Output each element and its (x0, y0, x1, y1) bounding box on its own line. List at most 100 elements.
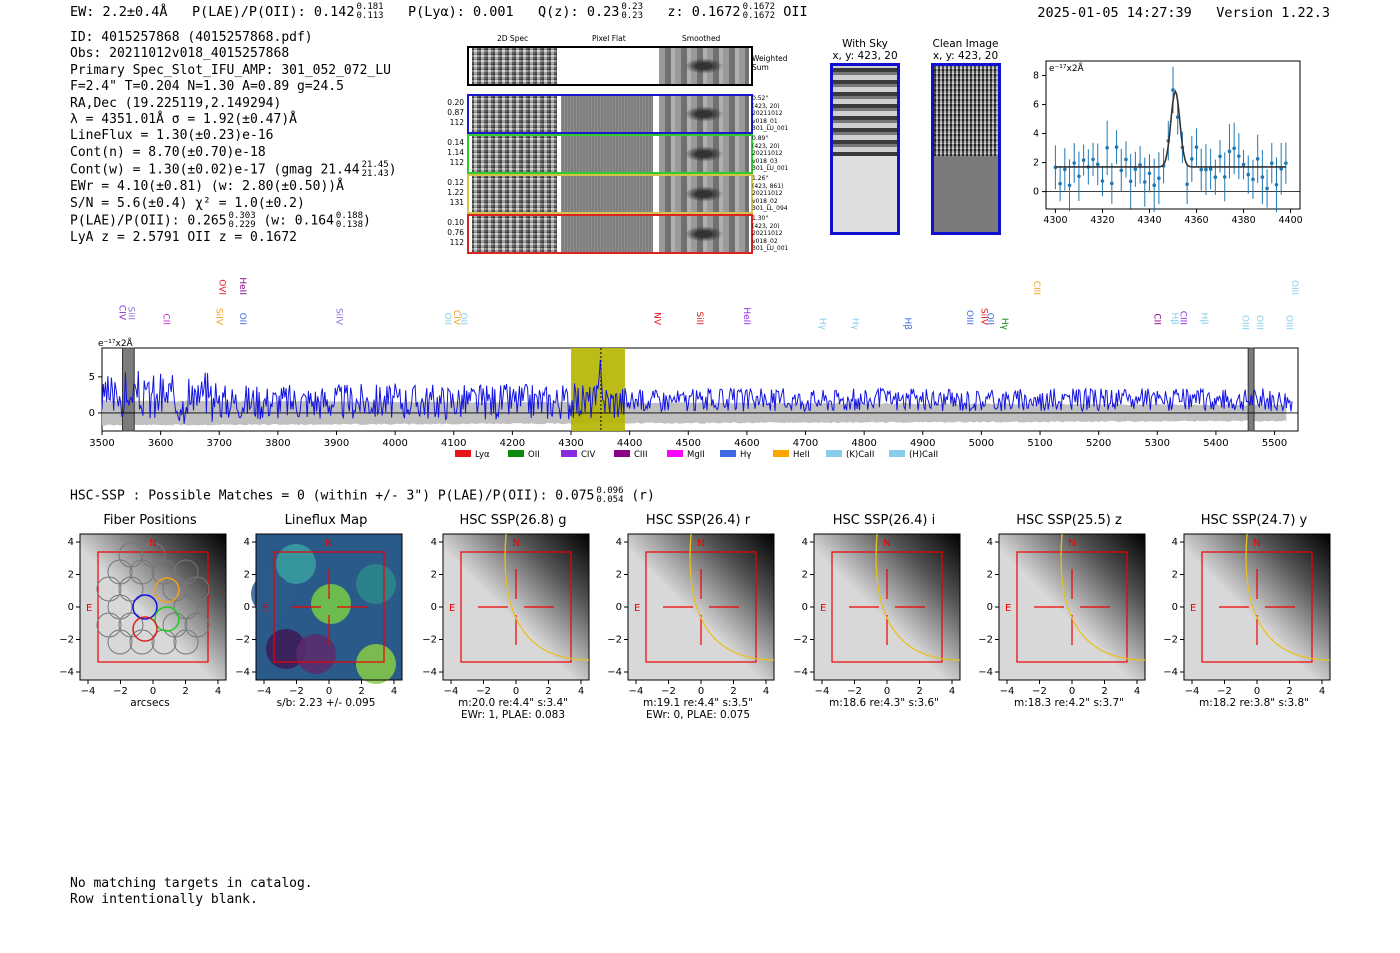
spec-x-tick-label: 5100 (1027, 438, 1052, 449)
hsc-y-tick-label: −2 (1163, 635, 1178, 646)
hsc-y-tick-label: −2 (978, 635, 993, 646)
spec-x-tick-label: 5500 (1262, 438, 1287, 449)
hsc-x-tick-label: −2 (661, 686, 676, 697)
spec-line-id: CII (1151, 313, 1161, 325)
row-labels: 0.20 0.87 112 (440, 98, 464, 128)
hsc-panel-image: N E −4 −4 −2 −2 0 0 2 2 4 4 (235, 533, 403, 697)
hsc-y-tick-label: 0 (802, 602, 808, 613)
zoom-point (1100, 179, 1105, 183)
col-title-smoothed: Smoothed (682, 34, 721, 43)
hsc-x-tick-label: 2 (730, 686, 736, 697)
hsc-caption-line1: m:19.1 re:4.4" s:3.5" (643, 697, 753, 709)
spec-line-id: OIII (964, 310, 974, 325)
cutout-row (467, 94, 753, 134)
hsc-x-tick-label: −4 (815, 686, 830, 697)
fiber-circle (107, 594, 133, 620)
fiber-circle (129, 629, 155, 655)
aperture-box (460, 551, 572, 663)
hsc-x-tick-label: 0 (150, 686, 156, 697)
zoom-point (1105, 146, 1109, 150)
spec-y-tick-label: 0 (89, 408, 95, 419)
weighted-smoothed (659, 48, 749, 84)
hsc-panel-title: HSC SSP(24.7) y (1200, 513, 1308, 528)
info-cont-n: Cont(n) = 8.70(±0.70)e-18 (70, 144, 266, 160)
row-smoothed (659, 96, 749, 132)
zoom-point (1255, 157, 1260, 161)
info-radec: RA,Dec (19.225119,2.149294) (70, 95, 282, 111)
info-obs: Obs: 20211012v018_4015257868 (70, 46, 290, 62)
info-plae-w-range: 0.188 0.138 (336, 212, 363, 230)
spec-line-id: SiII (125, 306, 135, 320)
hsc-y-tick-label: 0 (68, 602, 74, 613)
row-pixelflat (561, 96, 653, 132)
legend-swatch (561, 450, 577, 457)
spec-line-id: SiIV (978, 308, 988, 326)
info-plae-lo: 0.229 (228, 220, 256, 231)
zoom-y-tick-label: 8 (1033, 71, 1039, 82)
zoom-point (1114, 145, 1119, 149)
row-label-value: 0.20 (447, 98, 464, 107)
hsc-y-tick-label: −2 (422, 635, 437, 646)
legend-label: Lyα (475, 450, 490, 460)
header-z-hi: 0.1672 (742, 2, 776, 12)
row-note-line: v018_03 (752, 157, 778, 165)
hsc-caption: m:20.0 re:4.4" s:3.4" EWr: 1, PLAE: 0.083 (423, 697, 603, 721)
spec-x-tick-label: 3900 (324, 438, 349, 449)
spec-line-id: Hγ (817, 318, 827, 331)
zoom-point (1251, 177, 1255, 182)
hsc-x-tick-label: −4 (1000, 686, 1015, 697)
header-line: OII (783, 4, 808, 20)
spec-x-tick-label: 4900 (910, 438, 935, 449)
header-plae-range: 0.181 0.113 (357, 3, 384, 21)
row-note: 1.26" (423, 861) 20211012 v018_02 301_LL_094 (752, 175, 812, 213)
stamp-sky-title: With Sky (842, 38, 888, 50)
fiber-circle (173, 594, 199, 620)
spec-line-id: Hβ (902, 317, 912, 330)
spec-x-tick-label: 3800 (265, 438, 290, 449)
cutout-row (467, 134, 753, 174)
hsc-y-tick-label: 4 (1172, 537, 1178, 548)
hsc-panel-title: HSC SSP(26.8) g (459, 513, 567, 528)
row-pixelflat (561, 136, 653, 172)
footer-line2: Row intentionally blank. (70, 891, 258, 907)
zoom-point (1128, 179, 1133, 184)
header-z: z: 0.1672 (667, 4, 741, 20)
east-label: E (1005, 603, 1011, 614)
footer-note: No matching targets in catalog. Row inte… (70, 876, 313, 907)
legend-swatch (720, 450, 736, 457)
spec-line-id: SiIV (334, 308, 344, 326)
zoom-point (1199, 167, 1204, 172)
info-ewr: EWr = 4.10(±0.81) (w: 2.80(±0.50))Å (70, 179, 344, 195)
galaxy-ellipse (504, 533, 590, 661)
timestamp-version: 2025-01-05 14:27:39 Version 1.22.3 (1037, 5, 1330, 21)
zoom-point (1260, 175, 1265, 179)
hsc-x-tick-label: 2 (1286, 686, 1292, 697)
zoom-x-tick-label: 4340 (1137, 215, 1161, 226)
east-label: E (820, 603, 826, 614)
header-summary: EW: 2.2±0.4Å P(LAE)/P(OII): 0.142 0.181 0.… (70, 3, 808, 21)
zoom-point (1222, 175, 1227, 179)
galaxy-ellipse (689, 533, 775, 661)
spec-line-id: Hγ (849, 318, 859, 331)
info-cont-w-hi: 21.45 (361, 160, 389, 171)
hsc-caption: m:19.1 re:4.4" s:3.5" EWr: 0, PLAE: 0.075 (608, 697, 788, 721)
spec-x-tick-label: 5200 (1086, 438, 1111, 449)
fiber-third (154, 606, 180, 632)
hsc-x-tick-label: 4 (1319, 686, 1325, 697)
zoom-point (1265, 186, 1269, 191)
spec-line-id: SiII (694, 311, 704, 325)
hsc-y-tick-label: 0 (1172, 602, 1178, 613)
weighted-sum-label: Weighted Sum (752, 54, 788, 72)
row-note-line: (423, 861) (752, 182, 784, 190)
row-note-line: v018_02 (752, 197, 778, 205)
row-smoothed (659, 136, 749, 172)
info-plae-text: P(LAE)/P(OII): 0.265 (70, 213, 227, 229)
hsc-y-tick-label: 4 (68, 537, 74, 548)
fiber-circle (173, 629, 199, 655)
hsc-panel-title: HSC SSP(26.4) i (832, 513, 936, 528)
clean-image-blank (934, 156, 998, 232)
zoom-point (1138, 163, 1142, 167)
spec-y-tick-label: 5 (89, 372, 95, 383)
legend-swatch (667, 450, 683, 457)
